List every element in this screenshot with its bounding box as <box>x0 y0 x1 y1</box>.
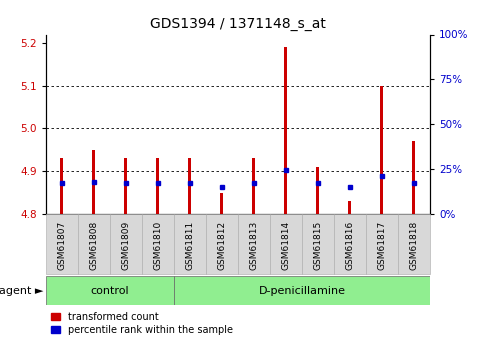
Text: GSM61811: GSM61811 <box>185 221 194 270</box>
Bar <box>78 214 110 274</box>
Title: GDS1394 / 1371148_s_at: GDS1394 / 1371148_s_at <box>150 17 326 31</box>
Bar <box>46 276 174 305</box>
Text: GSM61807: GSM61807 <box>57 221 66 270</box>
Bar <box>334 214 366 274</box>
Bar <box>188 158 191 214</box>
Bar <box>110 214 142 274</box>
Bar <box>253 158 256 214</box>
Bar <box>412 141 415 214</box>
Bar <box>156 158 159 214</box>
Text: GSM61810: GSM61810 <box>154 221 162 270</box>
Bar <box>284 47 287 214</box>
Bar <box>142 214 174 274</box>
Bar <box>238 214 270 274</box>
Bar <box>302 214 334 274</box>
Text: GSM61814: GSM61814 <box>282 221 290 270</box>
Legend: transformed count, percentile rank within the sample: transformed count, percentile rank withi… <box>51 312 233 335</box>
Bar <box>348 201 351 214</box>
Bar <box>398 214 430 274</box>
Text: GSM61809: GSM61809 <box>121 221 130 270</box>
Text: GSM61818: GSM61818 <box>410 221 418 270</box>
Bar <box>316 167 319 214</box>
Bar <box>270 214 302 274</box>
Text: GSM61812: GSM61812 <box>217 221 227 270</box>
Bar <box>46 214 78 274</box>
Text: GSM61816: GSM61816 <box>345 221 355 270</box>
Text: D-penicillamine: D-penicillamine <box>258 286 345 296</box>
Text: GSM61813: GSM61813 <box>249 221 258 270</box>
Bar <box>366 214 398 274</box>
Bar <box>206 214 238 274</box>
Text: control: control <box>91 286 129 296</box>
Text: GSM61815: GSM61815 <box>313 221 322 270</box>
Text: GSM61817: GSM61817 <box>377 221 386 270</box>
Bar <box>125 158 128 214</box>
Bar <box>60 158 63 214</box>
Text: agent ►: agent ► <box>0 286 43 296</box>
Bar <box>220 193 223 214</box>
Bar <box>174 276 430 305</box>
Bar <box>92 150 95 214</box>
Bar <box>174 214 206 274</box>
Text: GSM61808: GSM61808 <box>89 221 99 270</box>
Bar <box>381 86 384 214</box>
